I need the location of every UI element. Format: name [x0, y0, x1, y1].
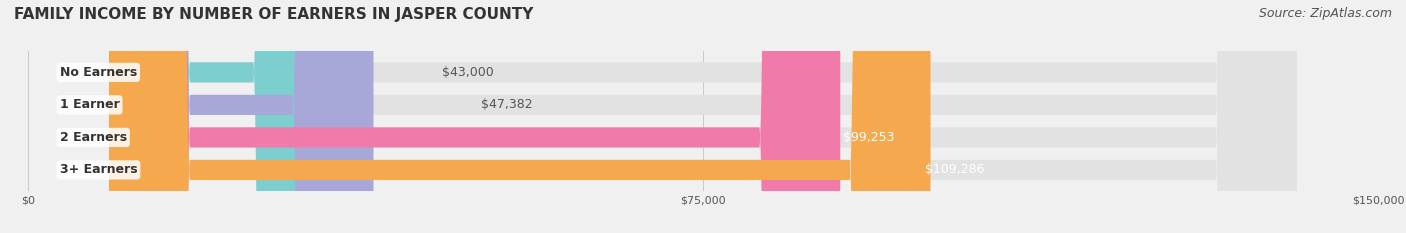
Text: $43,000: $43,000: [441, 66, 494, 79]
FancyBboxPatch shape: [110, 0, 841, 233]
Text: Source: ZipAtlas.com: Source: ZipAtlas.com: [1258, 7, 1392, 20]
Text: 2 Earners: 2 Earners: [59, 131, 127, 144]
FancyBboxPatch shape: [110, 0, 1296, 233]
FancyBboxPatch shape: [110, 0, 931, 233]
Text: No Earners: No Earners: [59, 66, 136, 79]
Text: $109,286: $109,286: [925, 163, 984, 176]
Text: 3+ Earners: 3+ Earners: [59, 163, 138, 176]
FancyBboxPatch shape: [110, 0, 1296, 233]
FancyBboxPatch shape: [110, 0, 374, 233]
Text: $99,253: $99,253: [842, 131, 894, 144]
FancyBboxPatch shape: [110, 0, 1296, 233]
FancyBboxPatch shape: [110, 0, 1296, 233]
Text: FAMILY INCOME BY NUMBER OF EARNERS IN JASPER COUNTY: FAMILY INCOME BY NUMBER OF EARNERS IN JA…: [14, 7, 533, 22]
FancyBboxPatch shape: [110, 0, 335, 233]
Text: $47,382: $47,382: [481, 98, 533, 111]
Text: 1 Earner: 1 Earner: [59, 98, 120, 111]
